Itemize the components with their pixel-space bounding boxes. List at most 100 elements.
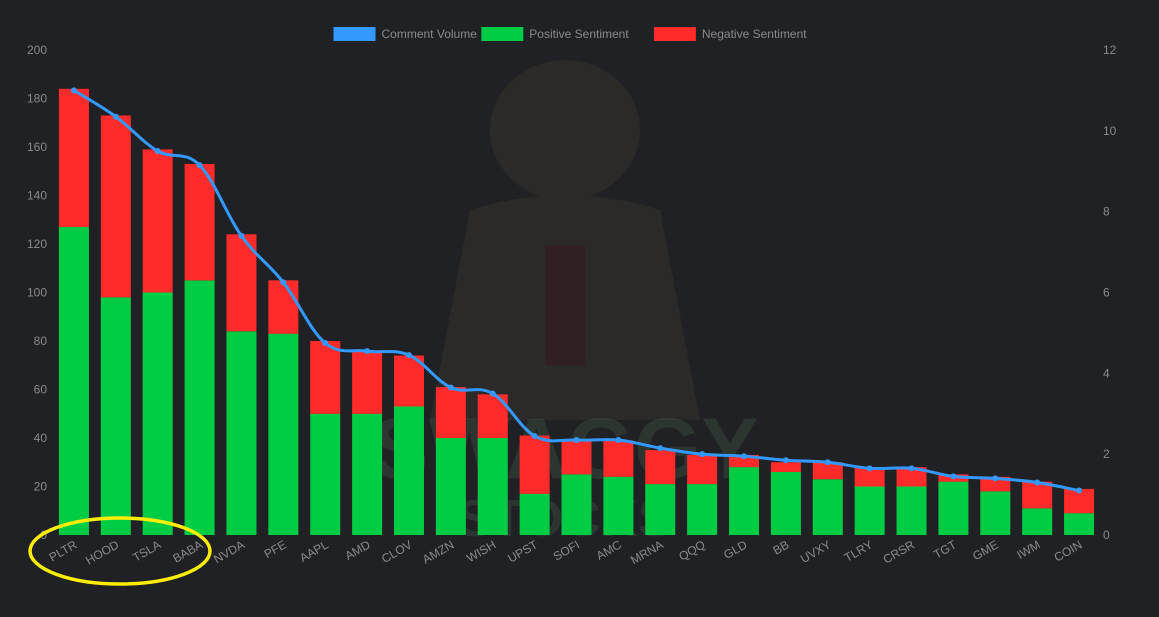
x-tick-label: AMD bbox=[343, 537, 373, 563]
y-left-tick-label: 180 bbox=[27, 92, 47, 106]
x-tick-label: CLOV bbox=[379, 537, 414, 565]
bar-negative-baba bbox=[184, 163, 215, 281]
comment-volume-point-iwm bbox=[1034, 479, 1041, 486]
watermark-body bbox=[430, 195, 700, 420]
y-left-tick-label: 160 bbox=[27, 140, 47, 154]
bar-positive-gme bbox=[980, 491, 1011, 535]
comment-volume-point-tsla bbox=[154, 148, 161, 155]
y-left-tick-label: 40 bbox=[34, 431, 48, 445]
bar-positive-hood bbox=[100, 297, 131, 535]
bar-negative-tlry bbox=[854, 467, 885, 487]
bar-negative-amzn bbox=[435, 387, 466, 438]
bar-positive-qqq bbox=[687, 484, 718, 535]
bar-positive-uvxy bbox=[812, 479, 843, 535]
bar-negative-upst bbox=[519, 435, 550, 494]
bar-positive-baba bbox=[184, 280, 215, 535]
bar-negative-sofi bbox=[561, 440, 592, 475]
x-tick-label: TSLA bbox=[130, 537, 163, 564]
bar-positive-crsr bbox=[896, 486, 927, 535]
bar-negative-clov bbox=[393, 355, 424, 407]
y-right-tick-label: 0 bbox=[1103, 528, 1110, 542]
bar-negative-iwm bbox=[1022, 481, 1053, 509]
x-tick-label: AAPL bbox=[297, 537, 331, 565]
comment-volume-point-tlry bbox=[866, 465, 873, 472]
comment-volume-point-amzn bbox=[447, 384, 454, 391]
y-right-tick-label: 12 bbox=[1103, 43, 1117, 57]
comment-volume-point-wish bbox=[489, 390, 496, 397]
y-right-tick-label: 8 bbox=[1103, 205, 1110, 219]
comment-volume-point-mrna bbox=[657, 445, 664, 452]
x-tick-label: GME bbox=[970, 537, 1001, 563]
x-tick-label: BB bbox=[771, 537, 792, 557]
bar-negative-amc bbox=[603, 440, 634, 477]
legend-label-negative-sentiment: Negative Sentiment bbox=[702, 27, 807, 41]
comment-volume-point-qqq bbox=[699, 451, 706, 458]
bar-negative-uvxy bbox=[812, 462, 843, 480]
comment-volume-point-nvda bbox=[238, 232, 245, 239]
comment-volume-point-pfe bbox=[280, 279, 287, 286]
comment-volume-point-bb bbox=[782, 457, 789, 464]
legend-label-positive-sentiment: Positive Sentiment bbox=[529, 27, 629, 41]
bar-negative-bb bbox=[770, 462, 801, 472]
bar-positive-tlry bbox=[854, 486, 885, 535]
comment-volume-point-upst bbox=[531, 432, 538, 439]
bar-positive-amzn bbox=[435, 438, 466, 535]
highlight-ellipse bbox=[28, 516, 212, 586]
y-left-tick-label: 120 bbox=[27, 237, 47, 251]
bar-positive-sofi bbox=[561, 474, 592, 535]
comment-volume-point-tgt bbox=[950, 473, 957, 480]
bar-negative-amd bbox=[352, 350, 383, 414]
comment-volume-point-sofi bbox=[573, 437, 580, 444]
y-left-tick-label: 100 bbox=[27, 286, 47, 300]
comment-volume-point-clov bbox=[405, 352, 412, 359]
comment-volume-point-crsr bbox=[908, 465, 915, 472]
x-tick-label: COIN bbox=[1052, 537, 1085, 564]
bar-positive-gld bbox=[729, 467, 760, 535]
comment-volume-point-uvxy bbox=[824, 459, 831, 466]
bar-positive-iwm bbox=[1022, 508, 1053, 535]
watermark-tie bbox=[545, 245, 585, 365]
y-left-tick-label: 60 bbox=[34, 383, 48, 397]
bar-negative-hood bbox=[100, 115, 131, 298]
bar-positive-tsla bbox=[142, 292, 173, 535]
comment-volume-point-pltr bbox=[70, 87, 77, 94]
bar-positive-wish bbox=[477, 438, 508, 535]
comment-volume-point-gld bbox=[741, 453, 748, 460]
comment-volume-point-hood bbox=[112, 113, 119, 120]
bar-negative-tsla bbox=[142, 149, 173, 293]
x-tick-label: HOOD bbox=[83, 537, 121, 567]
y-right-tick-label: 6 bbox=[1103, 286, 1110, 300]
line-series bbox=[70, 87, 1083, 494]
bar-negative-pfe bbox=[268, 280, 299, 334]
x-tick-label: TGT bbox=[931, 537, 959, 561]
bar-negative-mrna bbox=[645, 450, 676, 485]
comment-volume-point-amc bbox=[615, 437, 622, 444]
y-left-tick-label: 20 bbox=[34, 480, 48, 494]
comment-volume-point-gme bbox=[992, 475, 999, 482]
legend-label-comment-volume: Comment Volume bbox=[382, 27, 478, 41]
annotation-layer bbox=[28, 516, 212, 586]
x-tick-label: CRSR bbox=[881, 537, 918, 566]
bar-negative-crsr bbox=[896, 467, 927, 487]
x-tick-label: GLD bbox=[721, 537, 750, 562]
bar-positive-tgt bbox=[938, 481, 969, 535]
watermark-head bbox=[490, 60, 640, 200]
bar-positive-bb bbox=[770, 471, 801, 535]
legend-swatch-positive-sentiment bbox=[481, 27, 524, 41]
x-tick-label: PLTR bbox=[47, 537, 80, 564]
x-tick-label: NVDA bbox=[211, 537, 247, 566]
comment-volume-point-coin bbox=[1076, 487, 1083, 494]
x-tick-label: IWM bbox=[1014, 537, 1042, 561]
y-axis-right: 0 2 4 6 8 10 12 bbox=[1103, 43, 1117, 542]
legend: Comment Volume Positive Sentiment Negative… bbox=[333, 27, 807, 41]
y-right-tick-label: 4 bbox=[1103, 366, 1110, 380]
bar-negative-qqq bbox=[687, 454, 718, 485]
comment-volume-point-amd bbox=[364, 348, 371, 355]
y-left-tick-label: 140 bbox=[27, 189, 47, 203]
bar-positive-coin bbox=[1064, 513, 1095, 535]
y-right-tick-label: 10 bbox=[1103, 124, 1117, 138]
bar-positive-amc bbox=[603, 476, 634, 535]
bar-negative-aapl bbox=[310, 341, 341, 414]
